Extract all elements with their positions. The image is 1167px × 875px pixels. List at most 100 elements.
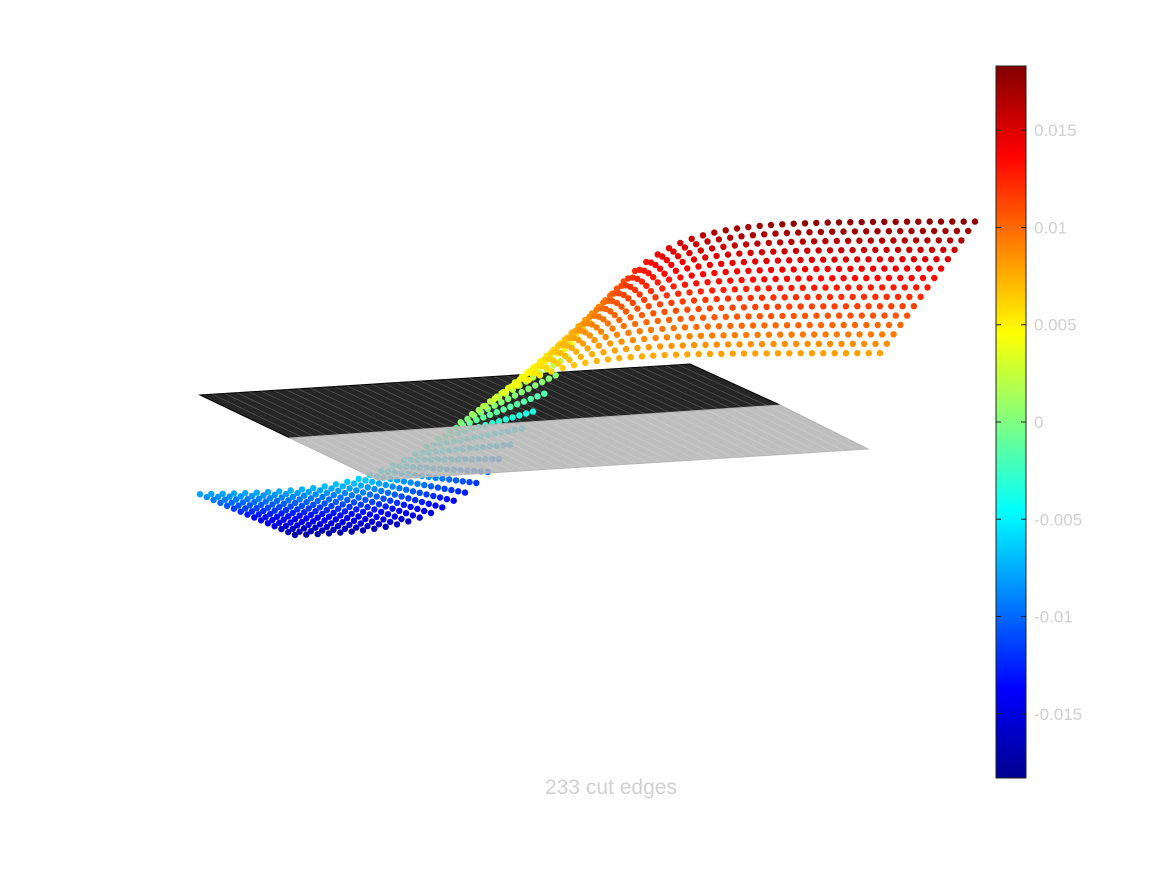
- surface-point: [344, 514, 351, 522]
- surface-point: [801, 266, 809, 273]
- surface-point: [740, 258, 748, 266]
- front-plane: [288, 404, 870, 481]
- surface-point: [899, 303, 906, 310]
- surface-point: [561, 352, 569, 359]
- surface-point: [305, 488, 312, 496]
- surface-point: [525, 385, 532, 392]
- surface-point: [366, 511, 374, 518]
- surface-point: [928, 246, 936, 253]
- surface-point: [878, 237, 886, 244]
- surface-point: [611, 311, 618, 319]
- surface-point: [409, 488, 417, 495]
- colorbar: 0.015 0.01 0.005 0 -0.005 -0.01 -0.015: [995, 65, 1082, 779]
- surface-point: [713, 295, 720, 303]
- surface-point: [786, 350, 793, 357]
- surface-point: [393, 499, 401, 506]
- surface-point: [239, 499, 247, 506]
- surface-point: [573, 348, 580, 355]
- surface-point: [625, 329, 632, 336]
- plane-mesh-line: [579, 370, 670, 413]
- surface-point: [312, 508, 319, 515]
- surface-point: [223, 502, 231, 509]
- surface-point: [446, 476, 453, 483]
- surface-point: [686, 289, 693, 296]
- plane-mesh-line: [338, 434, 428, 478]
- surface-point: [788, 238, 795, 246]
- surface-point: [903, 265, 911, 272]
- surface-point: [704, 279, 711, 286]
- surface-point: [507, 403, 514, 410]
- surface-point: [858, 265, 865, 272]
- surface-point: [858, 312, 865, 319]
- surface-point: [690, 256, 698, 263]
- surface-point: [792, 294, 800, 301]
- surface-point: [715, 278, 723, 285]
- surface-point: [892, 312, 899, 319]
- plane-mesh-line: [436, 427, 526, 471]
- surface-point: [854, 350, 861, 357]
- surface-point: [652, 294, 659, 301]
- surface-point: [756, 267, 763, 274]
- surface-point: [436, 494, 444, 501]
- surface-point: [475, 406, 482, 414]
- surface-point: [473, 479, 480, 487]
- surface-point: [765, 285, 772, 292]
- surface-point: [867, 284, 874, 291]
- surface-point: [298, 486, 306, 493]
- surface-point: [398, 493, 405, 500]
- surface-point: [711, 269, 718, 277]
- plane-mesh-line: [485, 424, 575, 468]
- surface-point: [262, 498, 269, 505]
- surface-point: [282, 522, 290, 530]
- surface-point: [595, 342, 603, 349]
- surface-point: [566, 356, 573, 364]
- surface-point: [752, 303, 759, 311]
- surface-point: [799, 284, 806, 291]
- surface-point: [842, 350, 850, 357]
- surface-point: [824, 219, 831, 226]
- surface-point: [607, 308, 614, 315]
- surface-point: [772, 322, 779, 329]
- surface-point: [715, 323, 723, 330]
- surface-point: [325, 513, 333, 520]
- surface-point: [779, 221, 786, 228]
- plane-mesh-line: [363, 432, 452, 476]
- plane-mesh-line: [248, 391, 340, 435]
- surface-point: [699, 232, 707, 239]
- surface-point: [427, 483, 435, 490]
- surface-point: [303, 498, 310, 506]
- surface-point: [910, 303, 918, 310]
- surface-point: [416, 489, 423, 496]
- plane-mesh-line: [555, 372, 646, 415]
- surface-point: [919, 274, 927, 282]
- surface-point: [849, 246, 856, 254]
- plane-mesh-line: [547, 420, 636, 464]
- surface-point: [833, 237, 840, 245]
- surface-point: [971, 218, 979, 225]
- surface-point: [527, 395, 534, 403]
- surface-point: [754, 285, 761, 292]
- surface-point: [761, 231, 768, 238]
- surface-point: [280, 516, 287, 523]
- surface-point: [312, 524, 319, 531]
- surface-point: [736, 250, 743, 257]
- surface-point: [804, 247, 811, 254]
- surface-point: [829, 228, 836, 235]
- surface-point: [323, 506, 330, 514]
- surface-point: [518, 388, 525, 396]
- surface-point: [357, 501, 364, 508]
- surface-point: [661, 308, 668, 315]
- surface-point: [559, 364, 566, 372]
- surface-point: [749, 322, 757, 329]
- surface-point: [330, 509, 337, 516]
- surface-point: [661, 270, 668, 277]
- surface-point: [434, 484, 442, 491]
- surface-point: [820, 350, 827, 357]
- surface-point: [720, 286, 727, 294]
- surface-point: [588, 321, 596, 328]
- surface-point: [826, 247, 834, 254]
- surface-point: [380, 495, 387, 502]
- surface-point: [885, 228, 893, 235]
- surface-point: [543, 364, 550, 372]
- surface-point: [634, 275, 641, 282]
